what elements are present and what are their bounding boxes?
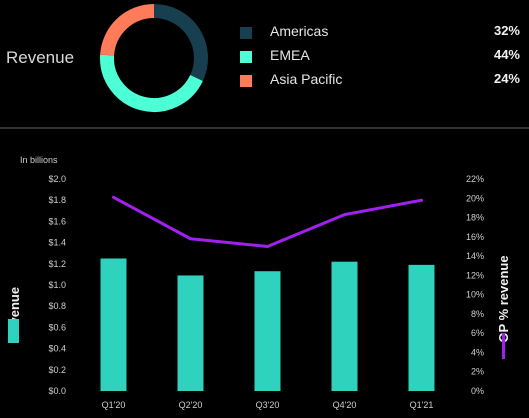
section-divider xyxy=(0,127,529,129)
donut-title: Revenue xyxy=(6,48,75,67)
x-tick-label: Q3'20 xyxy=(256,400,280,410)
legend-swatch-revenue xyxy=(8,319,19,343)
legend-swatch-op-percent xyxy=(502,333,505,359)
y-right-tick-label: 8% xyxy=(471,309,484,319)
line-op-percent xyxy=(112,195,422,248)
y-left-tick-label: $0.8 xyxy=(48,301,66,311)
y-right-tick-label: 2% xyxy=(471,367,484,377)
y-left-tick-label: $0.0 xyxy=(48,386,66,396)
legend-item-americas: Americas 32% xyxy=(238,22,520,46)
bar-revenue-3 xyxy=(331,261,358,391)
x-tick-label: Q4'20 xyxy=(333,400,357,410)
y-right-tick-label: 6% xyxy=(471,328,484,338)
revenue-donut-chart xyxy=(100,4,208,112)
y-left-tick-label: $1.0 xyxy=(48,280,66,290)
legend-item-emea: EMEA 44% xyxy=(238,46,520,70)
legend-value: 24% xyxy=(493,71,520,86)
bar-revenue-1 xyxy=(177,275,204,391)
y-left-tick-label: $1.6 xyxy=(48,216,66,226)
y-right-tick-label: 22% xyxy=(466,174,484,184)
y-right-tick-label: 4% xyxy=(471,347,484,357)
legend-swatch-emea xyxy=(240,51,252,63)
revenue-op-combo-chart: In billions $0.0 $0.2 $0.4 $0.6 $0.8 $1.0 $1.2… xyxy=(7,155,511,410)
point-op-percent-4 xyxy=(420,198,423,202)
y-right-tick-label: 14% xyxy=(466,251,484,261)
point-op-percent-2 xyxy=(266,244,269,248)
legend-swatch-asia-pacific xyxy=(240,75,252,87)
right-axis-legend: OP % revenue xyxy=(496,255,511,359)
donut-slice-asia-pacific xyxy=(100,4,155,56)
point-op-percent-0 xyxy=(112,195,115,199)
bar-revenue-0 xyxy=(100,258,127,391)
bar-revenue-4 xyxy=(408,264,435,391)
y-right-tick-label: 18% xyxy=(466,213,484,223)
point-op-percent-3 xyxy=(343,213,346,217)
bar-revenue-2 xyxy=(254,271,281,391)
y-left-tick-label: $1.8 xyxy=(48,195,66,205)
y-right-tick-label: 20% xyxy=(466,193,484,203)
donut-slice-americas xyxy=(153,4,208,81)
y-right-axis-label: OP % revenue xyxy=(496,255,511,342)
donut-slice-emea xyxy=(100,54,203,112)
legend-value: 32% xyxy=(493,23,520,38)
y-left-tick-label: $1.4 xyxy=(48,238,66,248)
y-left-tick-label: $0.2 xyxy=(48,365,66,375)
legend-item-asia-pacific: Asia Pacific 24% xyxy=(238,70,520,94)
x-tick-label: Q1'20 xyxy=(102,400,126,410)
y-left-tick-label: $2.0 xyxy=(48,174,66,184)
y-left-tick-label: $0.6 xyxy=(48,322,66,332)
y-right-tick-label: 12% xyxy=(466,270,484,280)
y-left-tick-label: $1.2 xyxy=(48,259,66,269)
x-tick-label: Q1'21 xyxy=(410,400,434,410)
y-left-tick-label: $0.4 xyxy=(48,344,66,354)
legend-label: Asia Pacific xyxy=(270,71,343,87)
y-right-tick-label: 0% xyxy=(471,386,484,396)
legend-value: 44% xyxy=(493,47,520,62)
x-tick-label: Q2'20 xyxy=(179,400,203,410)
unit-note: In billions xyxy=(20,155,58,165)
legend-label: Americas xyxy=(270,23,329,39)
left-axis-legend: Revenue xyxy=(7,287,22,343)
donut-legend: Americas 32% EMEA 44% Asia Pacific 24% xyxy=(238,22,520,94)
y-right-tick-label: 10% xyxy=(466,290,484,300)
legend-swatch-americas xyxy=(240,27,252,39)
y-right-tick-label: 16% xyxy=(466,232,484,242)
legend-label: EMEA xyxy=(270,47,310,63)
point-op-percent-1 xyxy=(189,237,192,241)
